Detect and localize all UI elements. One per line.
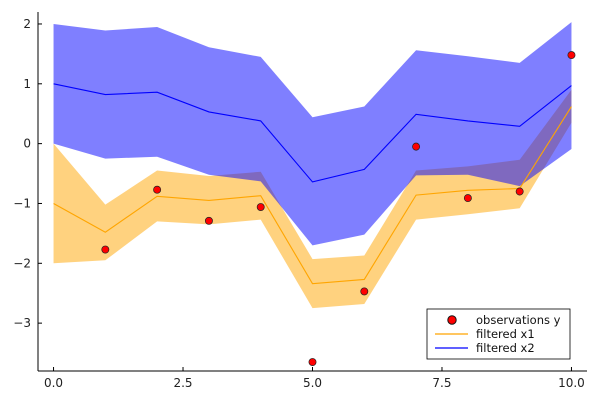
y-tick-label: 2 [23,17,31,31]
legend-label: observations y [476,313,561,327]
confidence-bands [54,22,572,308]
legend-marker-observations [448,316,456,324]
observation-point [516,188,523,195]
y-tick-label: −1 [13,196,31,210]
observation-point [568,51,575,58]
y-tick-label: 0 [23,137,31,151]
x-tick-label: 2.5 [173,376,192,390]
observation-point [154,186,161,193]
observation-point [309,358,316,365]
legend-label: filtered x1 [476,327,535,341]
observation-point [464,194,471,201]
observation-point [257,203,264,210]
y-tick-label: 1 [23,77,31,91]
x-tick-label: 0.0 [44,376,63,390]
observation-point [205,217,212,224]
x-tick-label: 5.0 [303,376,322,390]
observation-point [102,246,109,253]
x-tick-label: 10.0 [558,376,585,390]
y-tick-label: −3 [13,316,31,330]
legend-label: filtered x2 [476,341,535,355]
observation-point [412,143,419,150]
x-tick-label: 7.5 [432,376,451,390]
y-tick-label: −2 [13,256,31,270]
observation-point [361,288,368,295]
